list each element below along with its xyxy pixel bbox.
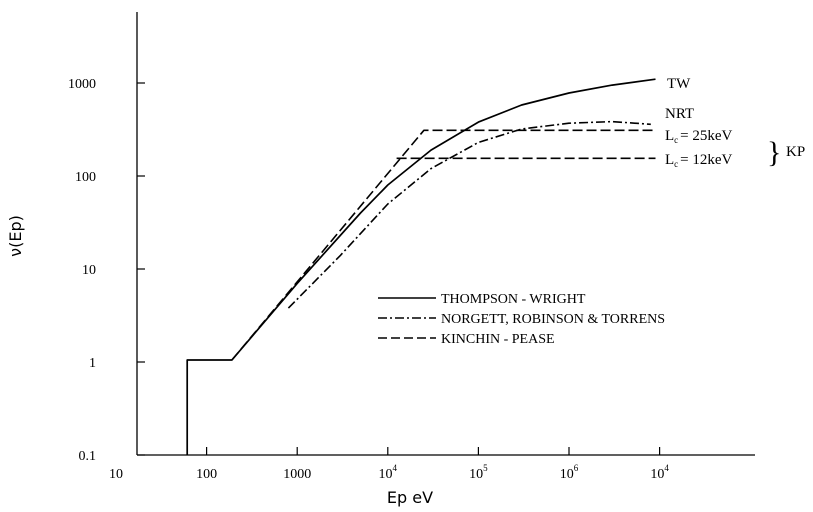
x-tick-label-6: 104 — [650, 463, 669, 482]
legend-label-kinchin-pease: KINCHIN - PEASE — [441, 332, 555, 347]
legend-label-nrt: NORGETT, ROBINSON & TORRENS — [441, 312, 665, 327]
annotation-lc25: Lc = 25keV — [665, 128, 733, 145]
y-axis-label: ν(Ep) — [6, 215, 25, 257]
x-axis-label: Ep eV — [387, 488, 433, 507]
x-tick-label-4: 105 — [469, 463, 488, 482]
x-tick-label-3: 104 — [379, 463, 398, 482]
x-tick-label-0: 10 — [109, 467, 123, 482]
y-tick-label-1: 1 — [89, 356, 96, 371]
annotation-lc12: Lc = 12keV — [665, 152, 733, 169]
legend-label-thompson-wright: THOMPSON - WRIGHT — [441, 292, 586, 307]
annotation-brace: } — [767, 136, 781, 169]
y-ticks: 0.1 1 10 100 1000 — [68, 77, 145, 464]
x-tick-label-5: 106 — [560, 463, 579, 482]
annotation-nrt: NRT — [665, 106, 694, 122]
series-lines — [186, 78, 656, 455]
x-tick-label-2: 1000 — [283, 467, 311, 482]
y-tick-label-4: 1000 — [68, 77, 96, 92]
y-tick-label-2: 10 — [82, 263, 96, 278]
legend: THOMPSON - WRIGHT NORGETT, ROBINSON & TO… — [378, 292, 665, 347]
series-line-0 — [186, 78, 656, 455]
annotation-kp: KP — [786, 144, 805, 160]
series-line-2 — [231, 129, 656, 361]
annotation-tw: TW — [667, 76, 691, 92]
axes — [136, 12, 755, 456]
x-tick-label-1: 100 — [196, 467, 217, 482]
x-ticks: 10 100 1000 104 105 106 104 — [109, 447, 669, 482]
y-tick-label-0: 0.1 — [79, 449, 97, 464]
annotations: TW NRT Lc = 25keV Lc = 12keV } KP — [665, 76, 805, 169]
y-tick-label-3: 100 — [75, 170, 96, 185]
series-line-1 — [287, 120, 651, 309]
